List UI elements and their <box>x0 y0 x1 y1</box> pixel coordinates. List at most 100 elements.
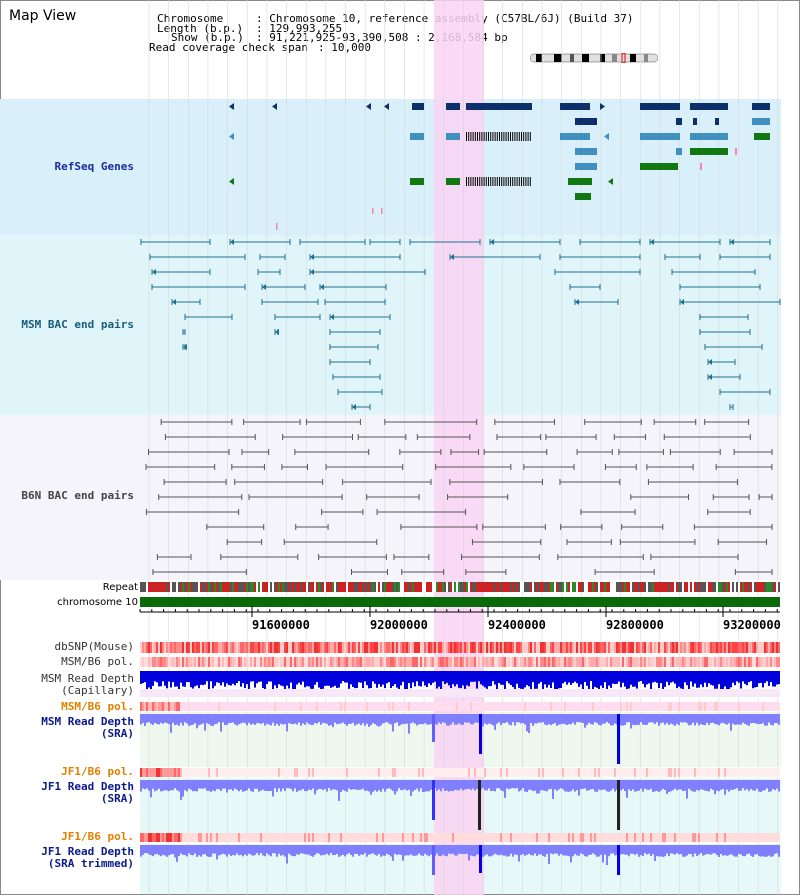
depth-bar <box>450 671 452 689</box>
depth-bar <box>398 714 400 726</box>
heat-cell <box>682 702 684 711</box>
repeat-element <box>552 582 554 592</box>
depth-bar <box>296 845 298 855</box>
heat-cell <box>306 702 308 711</box>
depth-bar <box>190 845 192 855</box>
depth-bar <box>370 671 372 688</box>
heat-cell <box>624 833 626 842</box>
heat-cell <box>360 833 362 842</box>
heat-cell <box>370 833 372 842</box>
heat-cell <box>390 833 392 842</box>
heat-cell <box>528 833 530 842</box>
heat-cell <box>594 702 596 711</box>
heat-cell <box>452 702 454 711</box>
heat-cell <box>546 833 548 842</box>
heat-cell <box>486 833 488 842</box>
heat-cell <box>202 642 204 653</box>
depth-bar <box>534 780 536 791</box>
depth-bar <box>222 780 224 789</box>
heat-cell <box>764 642 766 653</box>
chromosome-ideogram[interactable] <box>530 53 658 63</box>
depth-bar <box>174 671 176 687</box>
heat-cell <box>144 702 146 711</box>
heat-cell <box>422 657 424 667</box>
heat-cell <box>770 702 772 711</box>
heat-cell <box>642 642 644 653</box>
depth-bar <box>288 714 290 724</box>
heat-cell <box>544 702 546 711</box>
repeat-element <box>636 582 638 592</box>
bac-end-arrow <box>230 239 234 245</box>
depth-bar <box>620 714 622 726</box>
depth-bar <box>774 845 776 854</box>
heat-cell <box>178 642 180 653</box>
heat-cell <box>778 702 780 711</box>
heat-cell <box>190 657 192 667</box>
heat-cell <box>450 657 452 667</box>
heat-cell <box>378 833 380 842</box>
depth-bar <box>624 780 626 792</box>
depth-bar <box>244 780 246 792</box>
repeat-element <box>744 582 746 592</box>
depth-bar <box>224 780 226 789</box>
depth-bar <box>340 714 342 724</box>
heat-cell <box>310 833 312 842</box>
depth-bar <box>436 780 438 791</box>
repeat-element <box>578 582 580 592</box>
depth-bar <box>768 671 770 686</box>
heat-cell <box>578 642 580 653</box>
heat-cell <box>292 768 294 777</box>
heat-cell <box>750 657 752 667</box>
heat-cell <box>206 642 208 653</box>
depth-bar <box>336 780 338 791</box>
heat-cell <box>152 833 154 842</box>
heat-cell <box>504 657 506 667</box>
bac-end-arrow <box>310 269 314 275</box>
depth-bar <box>168 714 170 725</box>
depth-bar <box>526 845 528 855</box>
heat-cell <box>508 768 510 777</box>
depth-bar <box>412 671 414 683</box>
depth-bar <box>222 671 224 683</box>
repeat-element <box>570 582 572 592</box>
repeat-element <box>638 582 640 592</box>
heat-cell <box>420 702 422 711</box>
depth-bar <box>176 845 178 862</box>
heat-cell <box>622 642 624 653</box>
depth-bar <box>512 671 514 688</box>
depth-bar <box>514 671 516 690</box>
repeat-element <box>716 582 718 592</box>
depth-bar <box>658 714 660 726</box>
depth-bar <box>218 714 220 723</box>
repeat-element <box>718 582 720 592</box>
depth-bar <box>352 714 354 723</box>
depth-bar <box>362 845 364 855</box>
depth-bar <box>540 714 542 723</box>
depth-bar <box>178 671 180 690</box>
heat-cell <box>568 702 570 711</box>
depth-bar <box>548 714 550 725</box>
repeat-element <box>276 582 278 592</box>
heat-cell <box>778 642 780 653</box>
heat-cell <box>212 768 214 777</box>
heat-cell <box>298 768 300 777</box>
depth-bar <box>544 714 546 725</box>
repeat-element <box>738 582 740 592</box>
heat-cell <box>314 642 316 653</box>
heat-cell <box>164 833 166 842</box>
repeat-element <box>242 582 244 592</box>
heat-cell <box>552 642 554 653</box>
exon-tick <box>507 177 509 186</box>
depth-bar <box>248 714 250 723</box>
depth-bar <box>698 780 700 791</box>
depth-bar <box>296 780 298 792</box>
heat-cell <box>258 642 260 653</box>
depth-bar <box>556 780 558 791</box>
heat-cell <box>214 833 216 842</box>
depth-bar <box>500 780 502 791</box>
heat-cell <box>638 642 640 653</box>
heat-cell <box>298 642 300 653</box>
depth-bar <box>624 714 626 725</box>
heat-cell <box>554 833 556 842</box>
